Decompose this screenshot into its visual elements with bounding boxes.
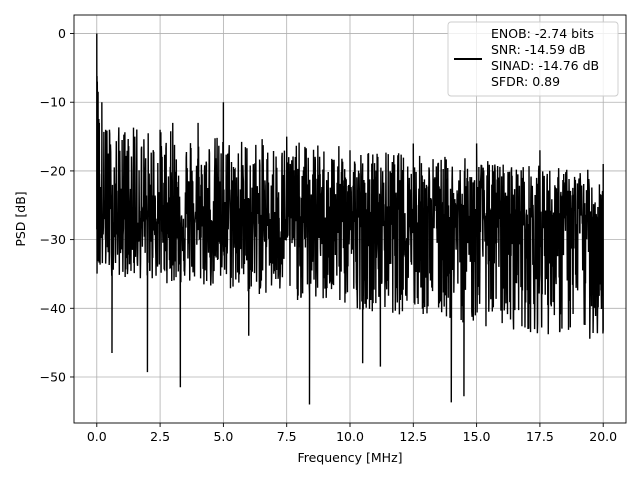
x-tick-label: 2.5 (150, 429, 170, 444)
x-tick-label: 7.5 (277, 429, 297, 444)
y-tick-label: 0 (58, 26, 66, 41)
x-axis-ticks: 0.0 2.5 5.0 7.5 10.0 12.5 15.0 17.5 20.0 (87, 423, 617, 444)
legend-box (447, 21, 619, 97)
x-tick-label: 0.0 (87, 429, 107, 444)
x-tick-label: 15.0 (463, 429, 491, 444)
x-tick-label: 10.0 (336, 429, 364, 444)
series-layer (96, 33, 604, 405)
x-tick-label: 12.5 (399, 429, 427, 444)
x-tick-label: 5.0 (213, 429, 233, 444)
legend: ENOB: -2.74 bits SNR: -14.59 dB SINAD: -… (447, 21, 619, 97)
legend-entry-sfdr: SFDR: 0.89 (491, 74, 560, 89)
x-axis-label: Frequency [MHz] (297, 450, 402, 465)
x-tick-label: 20.0 (589, 429, 617, 444)
psd-series-line (96, 33, 604, 405)
legend-entry-enob: ENOB: -2.74 bits (491, 26, 594, 41)
y-tick-label: −40 (40, 301, 66, 316)
y-tick-label: −20 (40, 163, 66, 178)
legend-entry-snr: SNR: -14.59 dB (491, 42, 586, 57)
y-axis-ticks: 0 −10 −20 −30 −40 −50 (40, 26, 74, 384)
legend-entry-sinad: SINAD: -14.76 dB (491, 58, 599, 73)
x-tick-label: 17.5 (526, 429, 554, 444)
y-tick-label: −50 (40, 369, 66, 384)
y-tick-label: −30 (40, 232, 66, 247)
y-tick-label: −10 (40, 95, 66, 110)
y-axis-label: PSD [dB] (13, 191, 28, 246)
